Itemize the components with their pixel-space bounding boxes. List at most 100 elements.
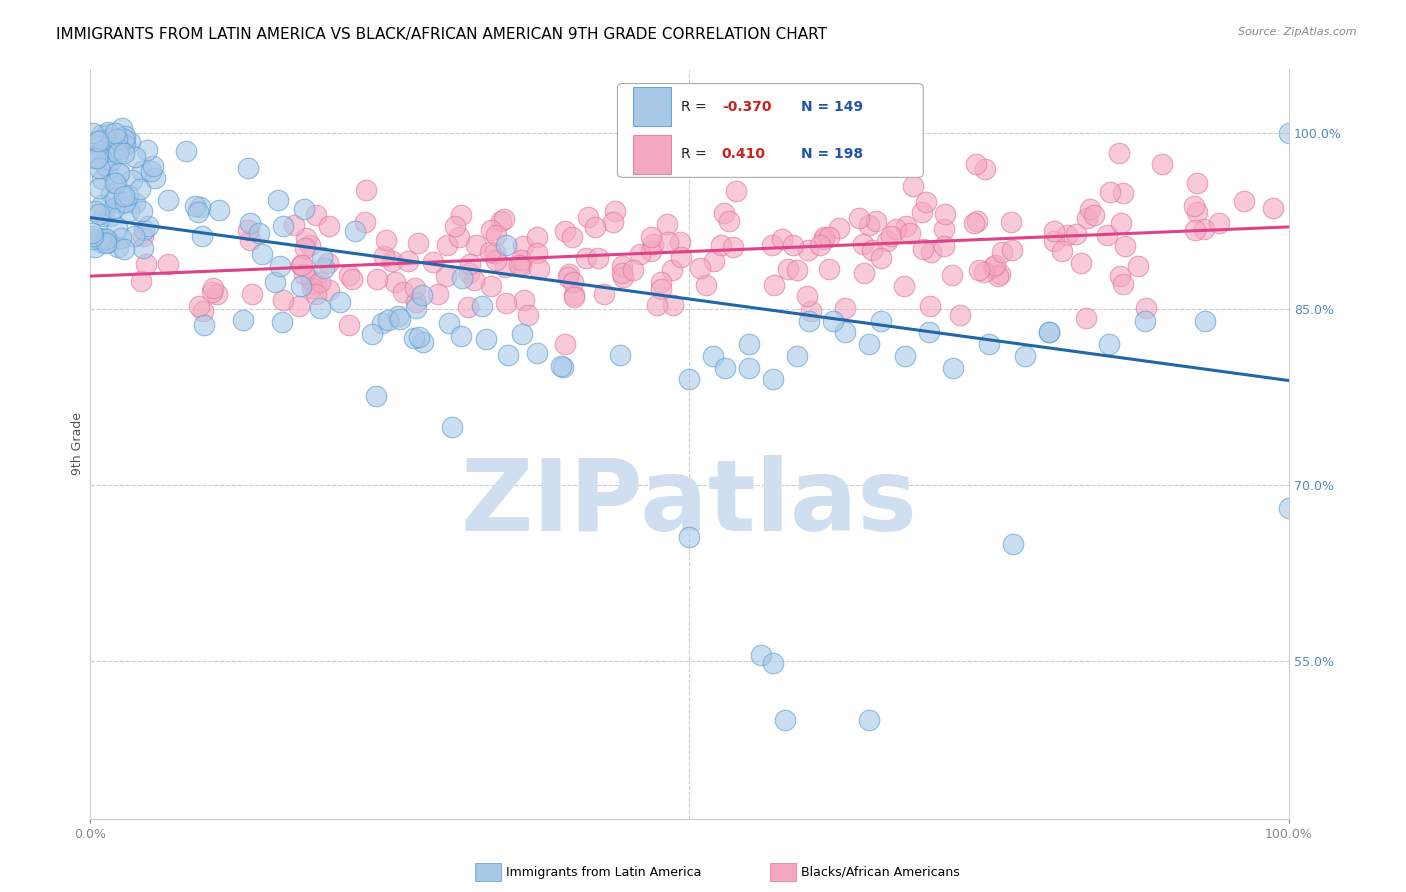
Point <box>834 301 856 315</box>
Point <box>132 241 155 255</box>
Point <box>710 237 733 252</box>
Point <box>991 245 1014 260</box>
Point <box>105 132 128 146</box>
Point <box>1114 239 1136 253</box>
Point <box>1097 228 1119 243</box>
Point <box>751 648 773 662</box>
Point <box>941 268 963 282</box>
Point <box>112 146 135 161</box>
Point <box>669 250 692 264</box>
Point <box>110 121 132 136</box>
Point <box>132 223 155 237</box>
Point <box>1150 157 1173 171</box>
Point <box>678 372 700 386</box>
Point <box>294 241 316 255</box>
Point <box>723 240 745 254</box>
Point <box>463 273 485 287</box>
Point <box>114 195 136 210</box>
Point <box>1112 277 1135 291</box>
Text: IMMIGRANTS FROM LATIN AMERICA VS BLACK/AFRICAN AMERICAN 9TH GRADE CORRELATION CH: IMMIGRANTS FROM LATIN AMERICA VS BLACK/A… <box>56 27 827 42</box>
Point <box>647 298 669 312</box>
Point <box>105 221 128 235</box>
Point <box>87 134 110 148</box>
Point <box>132 228 155 243</box>
Point <box>865 213 887 227</box>
Point <box>894 349 917 363</box>
Point <box>1070 256 1092 270</box>
Point <box>510 326 533 341</box>
Point <box>96 232 118 246</box>
Point <box>311 250 333 264</box>
Point <box>337 318 360 332</box>
Point <box>135 257 157 271</box>
Point <box>354 183 377 197</box>
Point <box>852 237 875 252</box>
Point <box>561 230 583 244</box>
Point <box>207 287 229 301</box>
Point <box>193 304 215 318</box>
Point <box>190 229 212 244</box>
Point <box>932 222 955 236</box>
Point <box>1038 326 1060 340</box>
Point <box>84 240 107 254</box>
Point <box>103 202 125 216</box>
Point <box>762 372 785 386</box>
Point <box>437 316 460 330</box>
Point <box>1208 216 1230 230</box>
Point <box>82 126 104 140</box>
Point <box>201 285 224 300</box>
Point <box>100 153 122 167</box>
Point <box>232 312 254 326</box>
Point <box>575 251 598 265</box>
Point <box>655 217 678 231</box>
Point <box>689 260 711 275</box>
Point <box>661 262 683 277</box>
Point <box>184 199 207 213</box>
Point <box>1109 216 1132 230</box>
Point <box>813 231 835 245</box>
Point <box>440 420 463 434</box>
Point <box>193 318 215 332</box>
Point <box>738 337 761 351</box>
Point <box>494 211 516 226</box>
Point <box>987 268 1010 283</box>
Point <box>479 223 502 237</box>
Point <box>305 208 328 222</box>
Point <box>776 261 799 276</box>
Point <box>318 219 340 234</box>
Point <box>1043 224 1066 238</box>
Point <box>858 713 880 727</box>
Point <box>713 205 735 219</box>
Point <box>318 283 340 297</box>
Point <box>554 224 576 238</box>
Point <box>510 252 533 267</box>
Point <box>911 243 934 257</box>
Point <box>240 287 263 301</box>
Point <box>1083 208 1105 222</box>
Point <box>458 266 481 280</box>
Point <box>695 277 717 292</box>
Point <box>107 166 129 180</box>
Point <box>318 256 340 270</box>
Point <box>988 267 1011 281</box>
Text: Immigrants from Latin America: Immigrants from Latin America <box>506 866 702 879</box>
Point <box>366 272 388 286</box>
Point <box>108 165 131 179</box>
Point <box>354 215 377 229</box>
Point <box>381 254 404 268</box>
Point <box>702 253 724 268</box>
Point <box>239 216 262 230</box>
Point <box>870 314 893 328</box>
Point <box>188 200 211 214</box>
Point <box>97 235 120 249</box>
Point <box>526 246 548 260</box>
Point <box>508 259 530 273</box>
Point <box>436 238 458 252</box>
Point <box>1263 201 1285 215</box>
Point <box>299 273 322 287</box>
Point <box>384 275 406 289</box>
Point <box>93 231 115 245</box>
Point <box>1194 314 1216 328</box>
Point <box>1192 222 1215 236</box>
Point <box>1112 186 1135 201</box>
